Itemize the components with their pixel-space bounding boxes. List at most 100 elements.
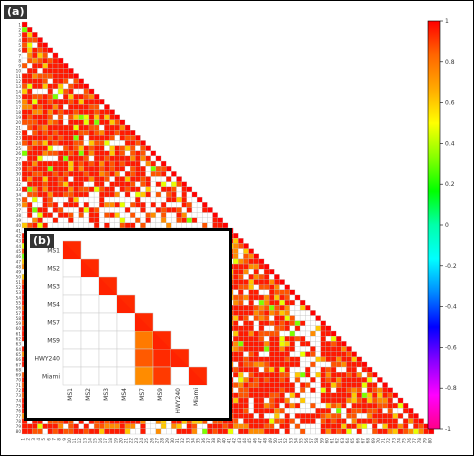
heatmap-cell — [269, 325, 275, 332]
heatmap-cell — [335, 413, 342, 419]
heatmap-cell — [243, 372, 249, 378]
heatmap-cell — [99, 119, 105, 126]
heatmap-cell — [341, 423, 347, 430]
heatmap-cell — [135, 150, 141, 157]
colorbar-tick-label: -0.8 — [445, 385, 457, 392]
heatmap-cell — [78, 176, 84, 182]
heatmap-cell — [186, 428, 193, 435]
heatmap-cell — [382, 428, 388, 435]
heatmap-cell — [124, 135, 131, 141]
heatmap-cell — [114, 217, 120, 223]
heatmap-cell — [42, 166, 48, 172]
heatmap-cell — [294, 392, 301, 399]
heatmap-cell — [310, 408, 316, 414]
heatmap-cell — [155, 428, 162, 435]
heatmap-cell — [47, 93, 54, 100]
heatmap-cell — [119, 124, 126, 131]
heatmap-cell — [42, 191, 48, 198]
heatmap-cell — [129, 129, 136, 136]
heatmap-cell — [114, 150, 120, 157]
heatmap-cell — [32, 78, 38, 84]
heatmap-cell — [238, 315, 244, 321]
heatmap-cell — [325, 351, 332, 357]
heatmap-cell — [83, 160, 90, 167]
heatmap-cell — [310, 428, 316, 435]
heatmap-cell — [140, 428, 146, 435]
heatmap-cell — [243, 258, 249, 265]
heatmap-cell — [78, 135, 84, 141]
heatmap-cell — [274, 335, 280, 342]
heatmap-cell — [57, 207, 64, 213]
heatmap-cell — [191, 428, 198, 435]
heatmap-cell — [263, 413, 270, 419]
heatmap-cell — [135, 428, 141, 435]
heatmap-cell — [135, 171, 141, 177]
heatmap-cell — [253, 289, 260, 296]
heatmap-cell — [232, 330, 239, 337]
heatmap-cell — [248, 361, 254, 368]
heatmap-cell — [37, 145, 43, 151]
heatmap-cell — [104, 212, 110, 218]
heatmap-cell — [150, 176, 157, 182]
heatmap-cell — [284, 289, 290, 296]
heatmap-cell — [63, 145, 69, 151]
heatmap-cell — [21, 109, 28, 115]
heatmap-cell — [99, 150, 105, 157]
heatmap-cell — [299, 346, 306, 352]
heatmap-cell — [284, 320, 290, 327]
heatmap-cell — [243, 330, 249, 337]
heatmap-cell — [93, 171, 100, 177]
heatmap-cell — [47, 181, 54, 187]
heatmap-cell — [274, 372, 280, 378]
heatmap-cell — [289, 408, 296, 414]
heatmap-cell — [274, 397, 280, 404]
heatmap-cell — [63, 212, 69, 218]
heatmap-cell — [57, 155, 64, 162]
heatmap-cell — [361, 402, 368, 409]
heatmap-cell — [26, 171, 33, 177]
heatmap-cell — [289, 397, 296, 404]
heatmap-cell — [315, 341, 321, 347]
heatmap-cell — [248, 320, 254, 327]
heatmap-cell — [114, 155, 120, 162]
heatmap-cell — [310, 402, 316, 409]
heatmap-cell — [63, 63, 69, 69]
heatmap-cell — [140, 423, 146, 430]
heatmap-cell — [124, 207, 131, 213]
heatmap-cell — [305, 305, 311, 311]
heatmap-cell — [202, 212, 208, 218]
heatmap-cell — [21, 88, 28, 95]
heatmap-cell — [37, 83, 43, 90]
heatmap-cell — [104, 176, 110, 182]
heatmap-cell — [93, 423, 100, 430]
heatmap-cell — [299, 377, 306, 383]
heatmap-cell — [238, 382, 244, 388]
heatmap-cell — [171, 196, 177, 203]
heatmap-cell — [21, 145, 28, 151]
heatmap-cell — [52, 109, 59, 115]
heatmap-cell — [104, 423, 110, 430]
heatmap-cell — [37, 140, 43, 146]
heatmap-cell — [47, 109, 54, 115]
heatmap-cell — [232, 248, 239, 254]
heatmap-cell — [109, 207, 115, 213]
heatmap-cell — [181, 207, 187, 213]
heatmap-cell — [32, 73, 38, 79]
heatmap-cell — [217, 217, 223, 223]
heatmap-cell — [243, 243, 249, 249]
heatmap-cell — [356, 361, 363, 368]
heatmap-cell — [99, 129, 105, 136]
heatmap-cell — [289, 428, 296, 435]
heatmap-cell — [238, 341, 244, 347]
heatmap-cell — [63, 191, 69, 198]
x-tick-label: MS9 — [157, 388, 164, 401]
heatmap-cell — [98, 312, 118, 332]
heatmap-cell — [114, 196, 120, 203]
heatmap-cell — [284, 377, 290, 383]
heatmap-cell — [305, 392, 311, 399]
heatmap-cell — [104, 150, 110, 157]
heatmap-cell — [63, 88, 69, 95]
heatmap-cell — [351, 377, 357, 383]
heatmap-cell — [248, 346, 254, 352]
heatmap-cell — [21, 26, 28, 33]
